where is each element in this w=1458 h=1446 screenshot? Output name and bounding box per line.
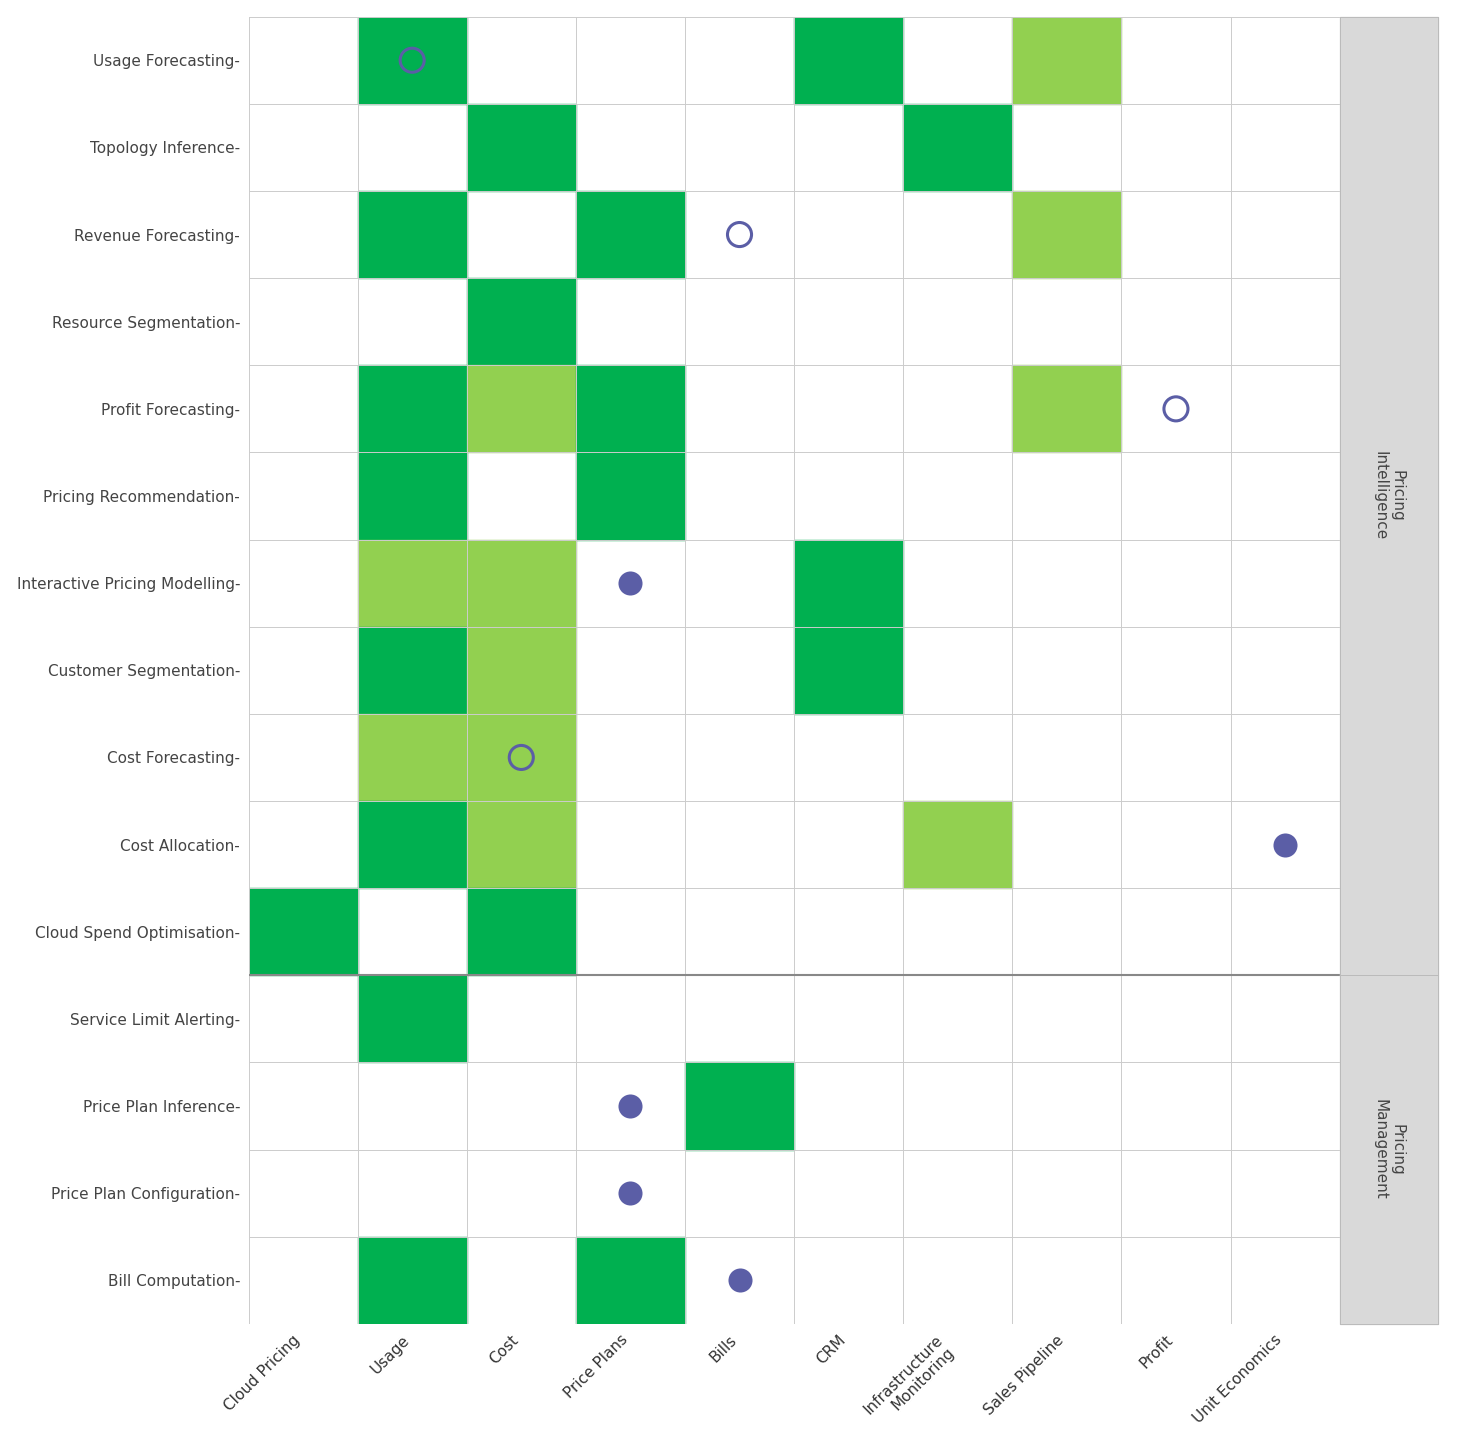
- Bar: [795, 539, 903, 626]
- Point: [728, 223, 751, 246]
- Bar: [467, 801, 576, 888]
- Point: [618, 571, 642, 594]
- Bar: [357, 714, 467, 801]
- Bar: [467, 366, 576, 453]
- Bar: [1012, 17, 1121, 104]
- Bar: [357, 191, 467, 278]
- Bar: [357, 366, 467, 453]
- Bar: [248, 888, 357, 976]
- Text: Pricing
Intelligence: Pricing Intelligence: [1372, 451, 1406, 541]
- Point: [510, 746, 534, 769]
- Bar: [357, 626, 467, 714]
- Bar: [467, 104, 576, 191]
- Bar: [1012, 366, 1121, 453]
- Bar: [576, 1236, 685, 1325]
- Bar: [357, 976, 467, 1063]
- Bar: [357, 453, 467, 539]
- Point: [618, 1095, 642, 1118]
- Bar: [576, 191, 685, 278]
- Bar: [795, 626, 903, 714]
- Bar: [903, 104, 1012, 191]
- Bar: [467, 888, 576, 976]
- Point: [1273, 833, 1296, 856]
- Bar: [357, 17, 467, 104]
- Bar: [357, 801, 467, 888]
- Point: [401, 49, 424, 72]
- Bar: [357, 1236, 467, 1325]
- Bar: [903, 801, 1012, 888]
- Bar: [467, 539, 576, 626]
- Bar: [576, 366, 685, 453]
- Point: [618, 1181, 642, 1205]
- Bar: [467, 278, 576, 366]
- Bar: [576, 453, 685, 539]
- Point: [728, 1268, 751, 1291]
- Point: [1165, 398, 1188, 421]
- Bar: [685, 1063, 795, 1150]
- Bar: [467, 714, 576, 801]
- Bar: [795, 17, 903, 104]
- Text: Pricing
Management: Pricing Management: [1372, 1099, 1406, 1200]
- Bar: [1340, 17, 1438, 976]
- Bar: [357, 539, 467, 626]
- Bar: [467, 626, 576, 714]
- Bar: [1340, 976, 1438, 1325]
- Bar: [1012, 191, 1121, 278]
